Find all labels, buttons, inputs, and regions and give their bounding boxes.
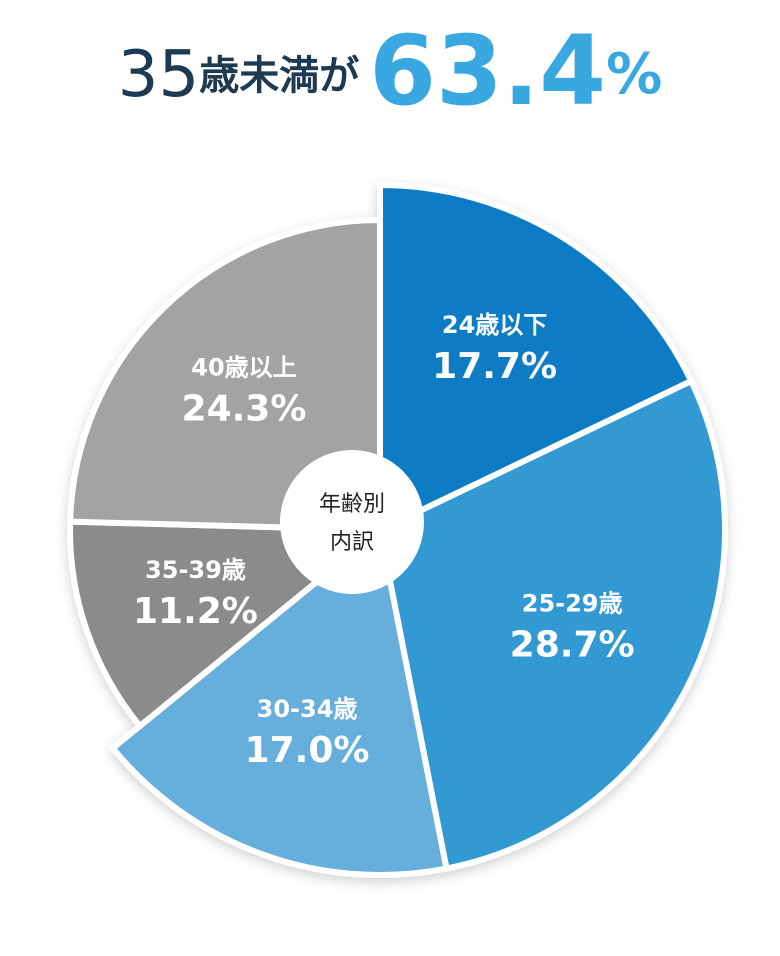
pie-slice bbox=[377, 378, 728, 872]
pie-slice bbox=[67, 217, 383, 533]
slice-category: 30-34歳 bbox=[257, 695, 358, 723]
center-circle bbox=[280, 450, 424, 594]
labels: 24歳以下 17.7% 25-29歳 28.7% 30-34歳 17.0% 35-39歳 11… bbox=[133, 311, 635, 771]
center-label: 年齢別 bbox=[319, 492, 385, 517]
title-part: 歳未満が bbox=[199, 53, 359, 99]
slice-value-label: 17.0% bbox=[245, 730, 370, 771]
title-part: % bbox=[606, 42, 662, 107]
slice-category: 25-29歳 bbox=[522, 589, 623, 617]
slice-value-label: 17.7% bbox=[432, 346, 557, 387]
slice-value-label: 11.2% bbox=[133, 591, 258, 632]
pie bbox=[67, 182, 728, 878]
slice-category: 35-39歳 bbox=[145, 556, 246, 584]
pie-slice bbox=[377, 182, 695, 533]
slice-category: 24歳以下 bbox=[442, 311, 547, 339]
slice-value-label: 24.3% bbox=[182, 388, 307, 429]
pie-slice bbox=[109, 527, 450, 878]
slice-category: 40歳以上 bbox=[191, 353, 296, 381]
center-label: 内訳 bbox=[330, 530, 374, 555]
title-part: 35 bbox=[118, 38, 199, 112]
title-part: 63.4 bbox=[369, 15, 606, 127]
chart-title: 35歳未満が 63.4% bbox=[118, 15, 662, 127]
slice-value-label: 28.7% bbox=[510, 624, 635, 665]
